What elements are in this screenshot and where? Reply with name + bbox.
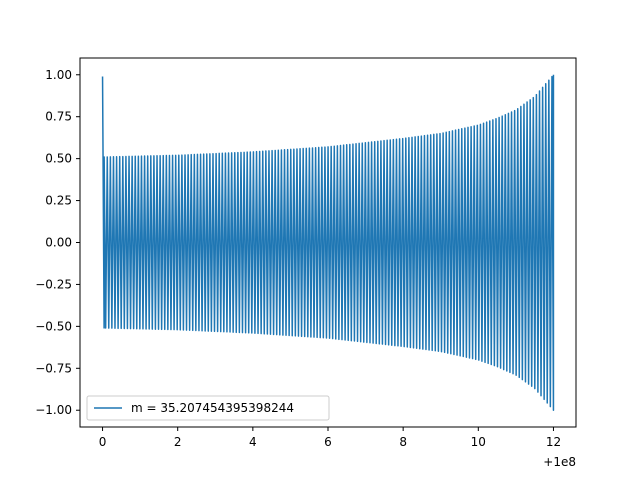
y-tick-label: −1.00 (35, 403, 72, 417)
y-tick-label: 1.00 (45, 68, 72, 82)
x-axis-offset-label: +1e8 (543, 455, 576, 469)
x-axis: 0 2 4 6 8 10 12 (99, 427, 561, 449)
y-tick-label: −0.75 (35, 361, 72, 375)
x-tick-label: 10 (471, 435, 486, 449)
x-tick-label: 6 (324, 435, 332, 449)
y-tick-label: −0.50 (35, 319, 72, 333)
legend-label: m = 35.207454395398244 (131, 401, 294, 415)
y-tick-label: 0.25 (45, 194, 72, 208)
y-tick-label: 0.50 (45, 152, 72, 166)
x-tick-label: 8 (399, 435, 407, 449)
y-tick-label: 0.75 (45, 110, 72, 124)
series-line (101, 74, 555, 411)
series-group (101, 74, 555, 411)
x-tick-label: 4 (249, 435, 257, 449)
x-tick-label: 2 (174, 435, 182, 449)
y-tick-label: 0.00 (45, 236, 72, 250)
x-tick-label: 12 (546, 435, 561, 449)
plot-area (101, 74, 555, 411)
legend: m = 35.207454395398244 (86, 395, 330, 421)
legend-box (86, 395, 330, 421)
y-tick-label: −0.25 (35, 277, 72, 291)
y-axis: −1.00 −0.75 −0.50 −0.25 0.00 0.25 0.50 0.75 1.00 (35, 68, 80, 417)
x-tick-label: 0 (99, 435, 107, 449)
